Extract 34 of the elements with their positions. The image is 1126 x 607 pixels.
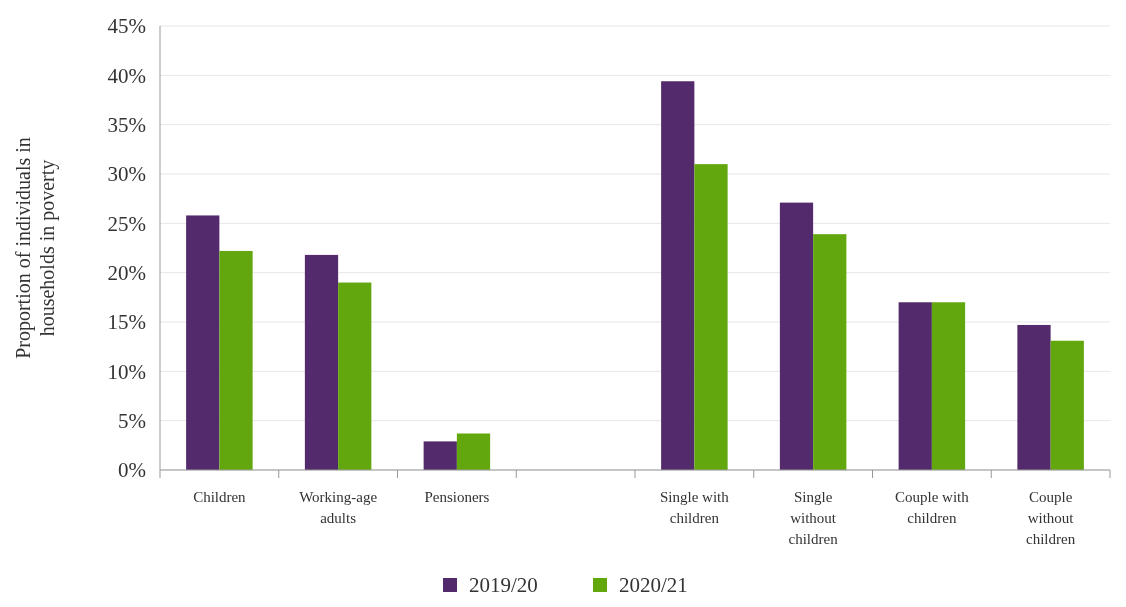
x-tick-label: Couple without children	[1026, 489, 1076, 547]
x-tick-label: Couple with children	[895, 489, 970, 526]
y-tick-label: 20%	[107, 261, 146, 286]
y-tick-label: 10%	[107, 359, 146, 384]
bar	[423, 441, 457, 470]
bar	[813, 234, 847, 470]
x-tick-label: Pensioners	[424, 489, 490, 505]
y-tick-label: 15%	[107, 310, 146, 335]
bar	[304, 254, 339, 470]
y-tick-label: 5%	[118, 409, 146, 434]
bar	[898, 302, 932, 470]
bar	[219, 250, 253, 470]
y-tick-label: 0%	[118, 458, 146, 483]
x-tick-label: Single with children	[659, 489, 730, 526]
x-tick-label: Children	[193, 489, 247, 505]
bar	[1017, 324, 1051, 470]
x-tick-label: Working-age adults	[299, 489, 378, 526]
y-tick-label: 40%	[107, 63, 146, 88]
bar	[694, 164, 728, 470]
y-tick-label: 45%	[107, 14, 146, 39]
bar	[931, 302, 966, 470]
y-tick-label: 30%	[107, 162, 146, 187]
x-tick-label: Single without children	[788, 489, 839, 547]
legend-label: 2020/21	[619, 573, 688, 598]
y-axis-title: Proportion of individuals in households in poverty	[12, 137, 59, 359]
bar	[1050, 340, 1084, 470]
bar	[338, 282, 372, 470]
legend-label: 2019/20	[469, 573, 538, 598]
bar	[779, 202, 814, 470]
y-tick-label: 25%	[107, 211, 146, 236]
bar	[661, 81, 695, 470]
bar	[456, 433, 491, 470]
y-tick-label: 35%	[107, 113, 146, 138]
bar	[186, 215, 220, 470]
